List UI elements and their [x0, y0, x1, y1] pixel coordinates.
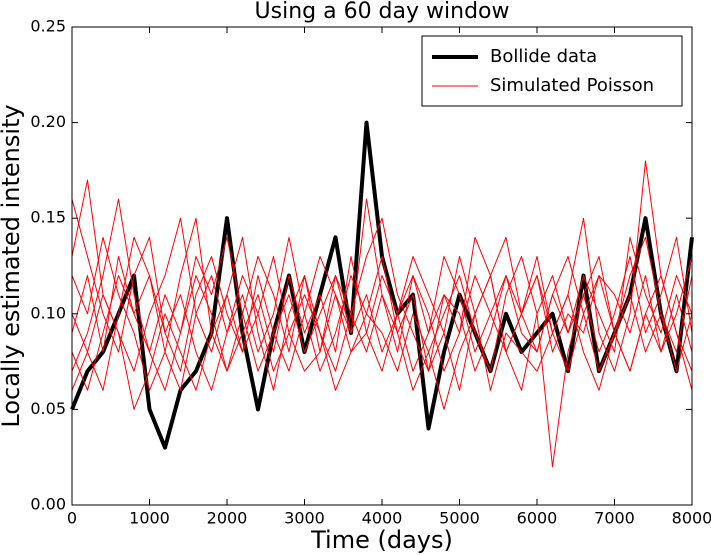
x-tick-label: 8000: [672, 509, 711, 528]
series-line: [71, 236, 693, 468]
series-line: [71, 236, 693, 391]
x-tick-label: 5000: [439, 509, 480, 528]
legend-label: Simulated Poisson: [490, 75, 654, 96]
x-tick-label: 7000: [594, 509, 635, 528]
y-tick-label: 0.20: [30, 112, 66, 131]
y-tick-label: 0.15: [30, 208, 66, 227]
y-tick-label: 0.00: [30, 495, 66, 514]
y-axis-label: Locally estimated intensity: [0, 104, 25, 427]
y-tick-label: 0.10: [30, 303, 66, 322]
x-axis-label: Time (days): [310, 526, 453, 554]
x-tick-label: 3000: [284, 509, 325, 528]
x-tick-label: 1000: [129, 509, 170, 528]
chart-title: Using a 60 day window: [255, 0, 510, 24]
series-line: [71, 294, 693, 410]
y-tick-label: 0.05: [30, 399, 66, 418]
x-tick-label: 4000: [362, 509, 403, 528]
series-line: [71, 255, 693, 391]
x-tick-label: 2000: [207, 509, 248, 528]
y-tick-label: 0.25: [30, 17, 66, 36]
legend-label: Bollide data: [490, 46, 597, 67]
series-line: [71, 198, 693, 372]
x-tick-label: 0: [67, 509, 77, 528]
series-line: [71, 198, 693, 391]
legend-box: [421, 35, 683, 107]
x-tick-label: 6000: [517, 509, 558, 528]
